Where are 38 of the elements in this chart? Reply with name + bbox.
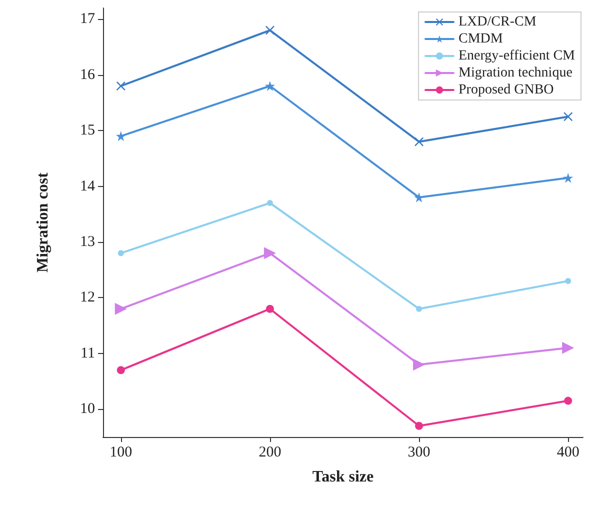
y-tick-label: 13	[80, 234, 95, 250]
point	[264, 247, 276, 260]
x-axis-title: Task size	[312, 468, 374, 486]
y-tick-label: 14	[80, 178, 96, 194]
point	[266, 304, 274, 313]
point	[116, 131, 126, 142]
point	[565, 278, 572, 284]
y-tick-label: 12	[80, 290, 95, 306]
point	[415, 422, 424, 430]
legend-label: Energy-efficient CM	[458, 48, 576, 64]
point	[265, 26, 274, 35]
y-tick-label: 11	[80, 345, 95, 362]
point	[564, 112, 573, 122]
point	[116, 366, 125, 374]
point	[118, 250, 124, 256]
y-tick-label: 16	[80, 66, 96, 83]
legend-label: Proposed GNBO	[458, 82, 554, 98]
point	[114, 302, 127, 315]
point	[562, 342, 574, 354]
y-axis-title: Migration cost	[34, 172, 52, 272]
point	[266, 200, 273, 206]
point	[264, 81, 275, 91]
legend-label: Migration technique	[458, 66, 572, 80]
x-tick-label: 200	[258, 444, 282, 460]
x-tick-label: 400	[556, 444, 580, 460]
x-tick-label: 300	[408, 444, 430, 460]
point	[563, 172, 574, 183]
point	[416, 306, 422, 312]
x-tick-label: 100	[110, 444, 132, 460]
legend-label: CMDM	[458, 32, 504, 46]
legend-label: LXD/CR-CM	[458, 14, 537, 30]
point	[413, 358, 426, 371]
y-tick-label: 15	[80, 122, 95, 139]
point	[564, 396, 572, 405]
y-tick-label: 10	[80, 401, 95, 418]
point	[414, 137, 424, 146]
y-tick-label: 17	[80, 11, 96, 28]
point	[116, 82, 126, 90]
